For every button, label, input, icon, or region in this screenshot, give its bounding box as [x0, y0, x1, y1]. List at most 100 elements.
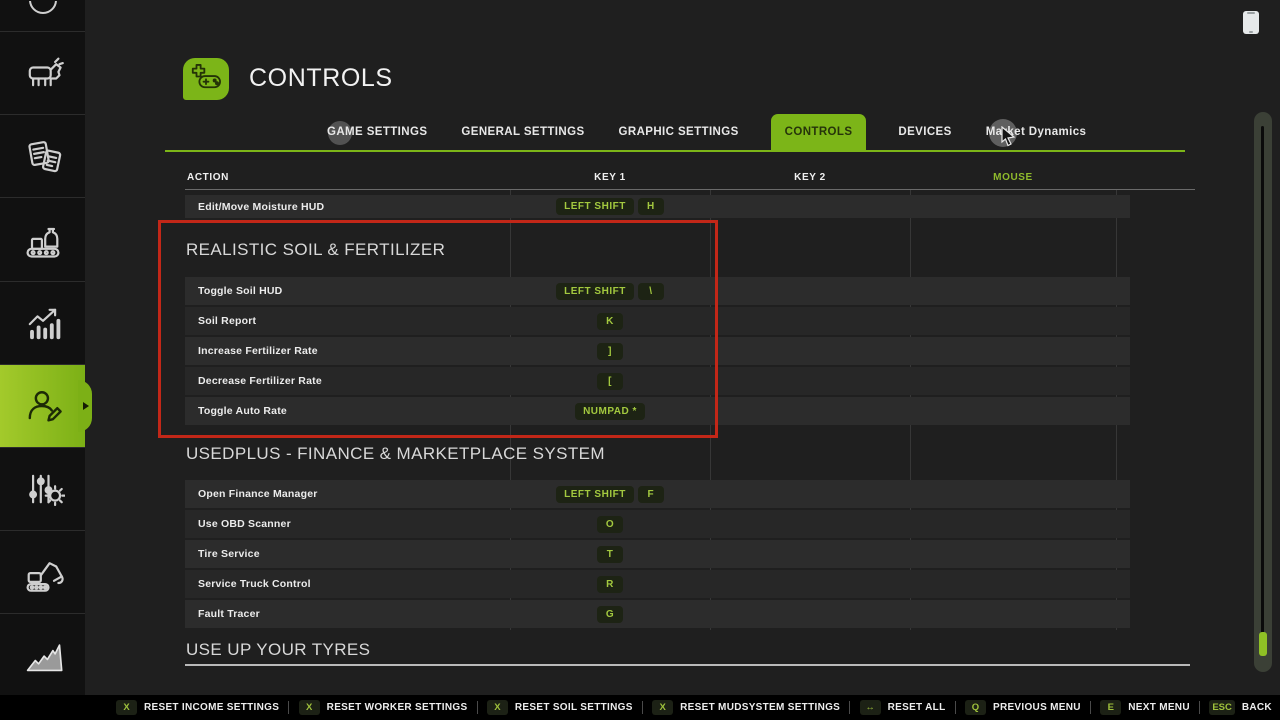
- table-row[interactable]: Edit/Move Moisture HUD LEFT SHIFT H: [185, 195, 1130, 218]
- key1-cell: ]: [510, 342, 710, 360]
- scrollbar[interactable]: [1254, 112, 1272, 672]
- action-label: Toggle Soil HUD: [198, 285, 283, 297]
- keycap: H: [637, 198, 664, 215]
- mod-settings-icon: [21, 467, 65, 511]
- divider: [849, 701, 851, 714]
- table-row[interactable]: Fault Tracer G: [185, 600, 1130, 628]
- sidebar-item-construction[interactable]: [0, 530, 85, 613]
- keycap: O: [597, 515, 623, 533]
- tab-game-settings[interactable]: GAME SETTINGS: [327, 126, 428, 138]
- reset-worker-settings-button[interactable]: X RESET WORKER SETTINGS: [298, 700, 468, 715]
- scrollbar-line: [1261, 126, 1264, 646]
- key1-cell: R: [510, 575, 710, 593]
- tab-controls[interactable]: CONTROLS: [770, 114, 867, 150]
- button-label: NEXT MENU: [1128, 702, 1190, 713]
- button-label: RESET ALL: [887, 702, 946, 713]
- next-menu-button[interactable]: E NEXT MENU: [1100, 700, 1190, 715]
- table-row[interactable]: Open Finance Manager LEFT SHIFT F: [185, 480, 1130, 508]
- page-title: CONTROLS: [249, 64, 393, 92]
- tab-devices[interactable]: DEVICES: [898, 126, 952, 138]
- keycap: T: [597, 545, 623, 563]
- key1-cell: NUMPAD *: [510, 402, 710, 420]
- sidebar-item-prices[interactable]: [0, 613, 85, 696]
- map-icon: [21, 1, 65, 30]
- sidebar-item-production[interactable]: [0, 197, 85, 281]
- table-row[interactable]: Use OBD Scanner O: [185, 510, 1130, 538]
- contracts-icon: [21, 134, 65, 178]
- animals-icon: [21, 51, 65, 95]
- column-header-key1: KEY 1: [594, 172, 626, 183]
- divider: [476, 701, 478, 714]
- key1-cell: LEFT SHIFT \: [510, 282, 710, 300]
- column-header-mouse: MOUSE: [993, 172, 1033, 183]
- phone-icon: [1243, 11, 1259, 34]
- action-label: Fault Tracer: [198, 608, 260, 620]
- tab-bar: GAME SETTINGS GENERAL SETTINGS GRAPHIC SET…: [325, 114, 1088, 150]
- button-label: PREVIOUS MENU: [992, 702, 1081, 713]
- keycap: X: [116, 700, 137, 715]
- action-label: Use OBD Scanner: [198, 518, 291, 530]
- key1-cell: T: [510, 545, 710, 563]
- controls-app-icon: [183, 58, 229, 100]
- column-header-key2: KEY 2: [794, 172, 826, 183]
- sidebar-item-animals[interactable]: [0, 31, 85, 114]
- table-row[interactable]: Service Truck Control R: [185, 570, 1130, 598]
- keycap: Q: [964, 700, 986, 715]
- key1-cell: LEFT SHIFT H: [510, 198, 710, 215]
- production-icon: [21, 218, 65, 262]
- table-row[interactable]: Toggle Soil HUD LEFT SHIFT \: [185, 277, 1130, 305]
- action-label: Decrease Fertilizer Rate: [198, 375, 322, 387]
- keycap: K: [597, 312, 623, 330]
- back-button[interactable]: ESC BACK: [1209, 700, 1272, 715]
- table-row[interactable]: Decrease Fertilizer Rate [: [185, 367, 1130, 395]
- keycap: LEFT SHIFT: [556, 198, 634, 215]
- reset-soil-settings-button[interactable]: X RESET SOIL SETTINGS: [486, 700, 633, 715]
- table-row[interactable]: Tire Service T: [185, 540, 1130, 568]
- gamepad-icon: [187, 59, 225, 99]
- keycap: NUMPAD *: [575, 402, 645, 420]
- divider: [288, 701, 290, 714]
- player-settings-icon: [21, 384, 65, 428]
- sidebar-item-player-settings[interactable]: [0, 364, 92, 447]
- sidebar-item-contracts[interactable]: [0, 114, 85, 197]
- action-label: Soil Report: [198, 315, 257, 327]
- tab-graphic-settings[interactable]: GRAPHIC SETTINGS: [618, 126, 739, 138]
- action-label: Tire Service: [198, 548, 260, 560]
- table-row[interactable]: Toggle Auto Rate NUMPAD *: [185, 397, 1130, 425]
- previous-menu-button[interactable]: Q PREVIOUS MENU: [964, 700, 1081, 715]
- table-header: ACTION KEY 1 KEY 2 MOUSE: [185, 172, 1130, 190]
- sidebar-item-mod-settings[interactable]: [0, 447, 85, 530]
- keycap: F: [637, 485, 664, 503]
- button-label: RESET WORKER SETTINGS: [326, 702, 468, 713]
- keycap: ]: [597, 342, 623, 360]
- keycap: R: [597, 575, 623, 593]
- key1-cell: G: [510, 605, 710, 623]
- button-label: RESET INCOME SETTINGS: [144, 702, 280, 713]
- key1-cell: LEFT SHIFT F: [510, 485, 710, 503]
- action-label: Increase Fertilizer Rate: [198, 345, 318, 357]
- reset-all-button[interactable]: ↔ RESET ALL: [859, 700, 946, 715]
- keycap: X: [298, 700, 320, 715]
- table-row[interactable]: Soil Report K: [185, 307, 1130, 335]
- section-title-realistic-soil-fertilizer: REALISTIC SOIL & FERTILIZER: [186, 239, 446, 259]
- keycap: [: [597, 372, 623, 390]
- table-row[interactable]: Increase Fertilizer Rate]: [185, 337, 1130, 365]
- key1-cell: K: [510, 312, 710, 330]
- column-header-action: ACTION: [187, 172, 229, 183]
- section-title-use-up-your-tyres: USE UP YOUR TYRES: [185, 630, 1190, 666]
- keycap: LEFT SHIFT: [556, 282, 634, 300]
- reset-mudsystem-settings-button[interactable]: X RESET MUDSYSTEM SETTINGS: [652, 700, 840, 715]
- keycap: ↔: [859, 700, 881, 715]
- sidebar-item-statistics[interactable]: [0, 281, 85, 364]
- keycap: ESC: [1209, 700, 1235, 715]
- section-title-usedplus-finance-marketplace-system: USEDPLUS - FINANCE & MARKETPLACE SYSTEM: [186, 443, 605, 463]
- prices-icon: [21, 633, 65, 677]
- divider: [954, 701, 956, 714]
- hover-highlight: [328, 121, 352, 145]
- reset-income-settings-button[interactable]: X RESET INCOME SETTINGS: [116, 700, 279, 715]
- keycap: LEFT SHIFT: [556, 485, 634, 503]
- scrollbar-thumb[interactable]: [1259, 632, 1267, 656]
- tab-general-settings[interactable]: GENERAL SETTINGS: [461, 126, 585, 138]
- sidebar-item-map[interactable]: [0, 0, 85, 31]
- keycap: X: [652, 700, 674, 715]
